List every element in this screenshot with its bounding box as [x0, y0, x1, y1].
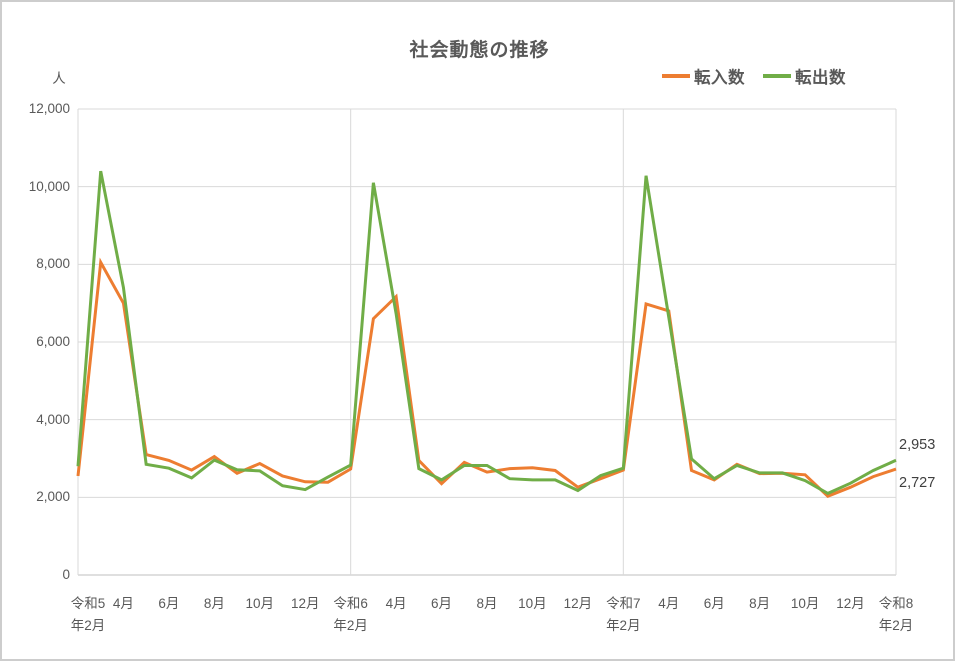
y-tick-label: 0	[62, 567, 70, 582]
legend-line-swatch-move-in	[662, 74, 690, 78]
x-tick-line1: 12月	[836, 596, 865, 611]
x-tick-line1: 令和5	[70, 596, 106, 611]
x-tick-line1: 令和8	[878, 596, 914, 611]
y-tick-label: 8,000	[36, 256, 70, 272]
chart-title: 社会動態の推移	[409, 40, 550, 61]
end-data-label-move-out: 2,953	[899, 437, 936, 454]
legend-label-move-out: 転出数	[795, 69, 846, 87]
x-tick-label: 10月	[486, 593, 578, 615]
y-tick-label: 2,000	[36, 489, 70, 505]
x-tick-label: 4月	[77, 593, 169, 615]
legend: 転入数 転出数	[662, 62, 846, 90]
x-tick-line1: 6月	[703, 596, 725, 611]
y-tick-label: 6,000	[36, 334, 70, 349]
x-tick-line1: 10月	[245, 596, 275, 611]
legend-line-swatch-move-out	[763, 74, 791, 78]
x-tick-line1: 4月	[112, 596, 134, 611]
series-line-move-in[interactable]	[76, 257, 897, 498]
y-tick-label: 10,000	[28, 178, 70, 194]
legend-label-move-in: 転入数	[694, 69, 745, 87]
x-tick-line1: 4月	[385, 596, 407, 611]
x-tick-label: 10月	[759, 593, 851, 615]
x-tick-line2: 年2月	[333, 618, 368, 633]
x-tick-line1: 6月	[158, 596, 180, 611]
x-tick-line1: 8月	[476, 596, 498, 611]
x-tick-line2: 年2月	[606, 618, 641, 633]
end-data-label-move-in: 2,727	[899, 475, 936, 492]
x-tick-label: 令和6 年2月	[305, 593, 397, 637]
x-tick-label: 4月	[623, 593, 715, 615]
y-tick-label: 4,000	[36, 411, 70, 427]
x-tick-label: 10月	[214, 593, 306, 615]
x-tick-line1: 12月	[290, 596, 320, 611]
x-tick-label: 12月	[259, 593, 351, 615]
x-tick-line1: 4月	[658, 596, 680, 611]
x-tick-label: 4月	[350, 593, 442, 615]
x-tick-label: 12月	[805, 593, 897, 615]
x-tick-line1: 8月	[203, 596, 225, 611]
x-tick-line2: 年2月	[70, 618, 106, 633]
x-tick-line2: 年2月	[878, 618, 914, 633]
x-tick-label: 令和7 年2月	[577, 593, 669, 637]
x-tick-line1: 令和7	[606, 596, 641, 611]
y-axis-unit-label: 人	[52, 71, 66, 86]
x-tick-label: 8月	[168, 593, 260, 615]
x-tick-label: 6月	[123, 593, 215, 615]
x-tick-label: 8月	[441, 593, 533, 615]
x-tick-line1: 令和6	[333, 596, 368, 611]
x-tick-line1: 12月	[563, 596, 593, 611]
y-tick-label: 12,000	[28, 101, 70, 116]
x-tick-line1: 8月	[749, 596, 771, 611]
x-tick-label: 8月	[714, 593, 806, 615]
x-tick-label: 令和5 年2月	[42, 593, 134, 637]
x-tick-line1: 10月	[518, 596, 547, 611]
legend-item-move-out[interactable]: 転出数	[763, 64, 846, 88]
x-tick-line1: 6月	[431, 596, 453, 611]
x-tick-label: 6月	[396, 593, 488, 615]
x-tick-line1: 10月	[790, 596, 820, 611]
x-tick-label: 12月	[532, 593, 624, 615]
legend-item-move-in[interactable]: 転入数	[662, 64, 745, 88]
series-line-move-out[interactable]	[76, 170, 897, 496]
x-tick-label: 令和8 年2月	[850, 593, 942, 637]
x-tick-label: 6月	[668, 593, 760, 615]
